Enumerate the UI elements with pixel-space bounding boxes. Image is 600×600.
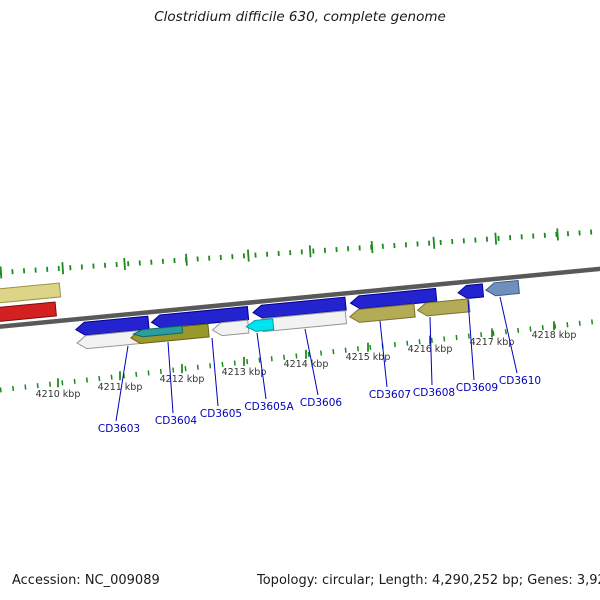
leader-line — [467, 299, 475, 381]
gene-arrow — [245, 318, 275, 332]
gene-arrow — [457, 283, 485, 299]
gene-label-cd3609: CD3609 — [456, 382, 498, 394]
gene-arrow — [150, 306, 250, 329]
inner-tick-ring-minor — [0, 318, 600, 393]
ruler-label: 4210 kbp — [36, 389, 81, 400]
gene-label-cd3603: CD3603 — [98, 423, 140, 435]
gene-arrow — [416, 298, 471, 317]
ruler-label: 4213 kbp — [222, 367, 267, 378]
gene-arrow — [0, 301, 57, 323]
ruler-labels: 4210 kbp 4211 kbp 4212 kbp 4213 kbp 4214… — [36, 330, 577, 400]
gene-label-cd3606: CD3606 — [300, 397, 342, 409]
leader-line — [256, 332, 267, 400]
inner-tick-ring-major — [57, 321, 555, 388]
ruler-label: 4215 kbp — [346, 352, 391, 363]
gene-arrow — [348, 303, 416, 323]
accession-text: Accession: NC_009089 — [12, 573, 160, 588]
map-title: Clostridium difficile 630, complete geno… — [154, 9, 446, 25]
gene-arrow — [349, 287, 438, 310]
gene-label-cd3605a: CD3605A — [244, 401, 294, 413]
leader-line — [379, 320, 388, 388]
ruler-label: 4211 kbp — [98, 382, 143, 393]
gene-label-cd3608: CD3608 — [413, 387, 455, 399]
ruler-label: 4217 kbp — [470, 337, 515, 348]
leader-line — [167, 341, 174, 414]
gene-label-cd3607: CD3607 — [369, 389, 411, 401]
leader-line — [429, 316, 433, 386]
gene-arrow — [132, 325, 184, 338]
ruler-label: 4212 kbp — [160, 374, 205, 385]
topology-text: Topology: circular; Length: 4,290,252 bp… — [256, 573, 600, 588]
gene-label-cd3605: CD3605 — [200, 408, 242, 420]
genome-track — [0, 263, 600, 350]
genome-backbone — [0, 263, 600, 332]
outer-tick-ring-minor — [0, 229, 600, 275]
ruler-label: 4218 kbp — [532, 330, 577, 341]
gene-arrow — [74, 315, 150, 336]
leader-line — [115, 345, 129, 422]
gene-arrow — [485, 279, 520, 297]
gene-leader-lines — [115, 296, 518, 422]
ruler-label: 4216 kbp — [408, 344, 453, 355]
leader-line — [211, 337, 219, 407]
gene-arrow — [0, 282, 62, 304]
gene-label-cd3610: CD3610 — [499, 375, 541, 387]
gene-arrow — [252, 296, 347, 319]
gene-labels: CD3603 CD3604 CD3605 CD3605A CD3606 CD36… — [98, 375, 541, 435]
ruler-label: 4214 kbp — [284, 359, 329, 370]
gene-label-cd3604: CD3604 — [155, 415, 197, 427]
leader-line — [304, 328, 319, 396]
leader-line — [499, 296, 518, 374]
